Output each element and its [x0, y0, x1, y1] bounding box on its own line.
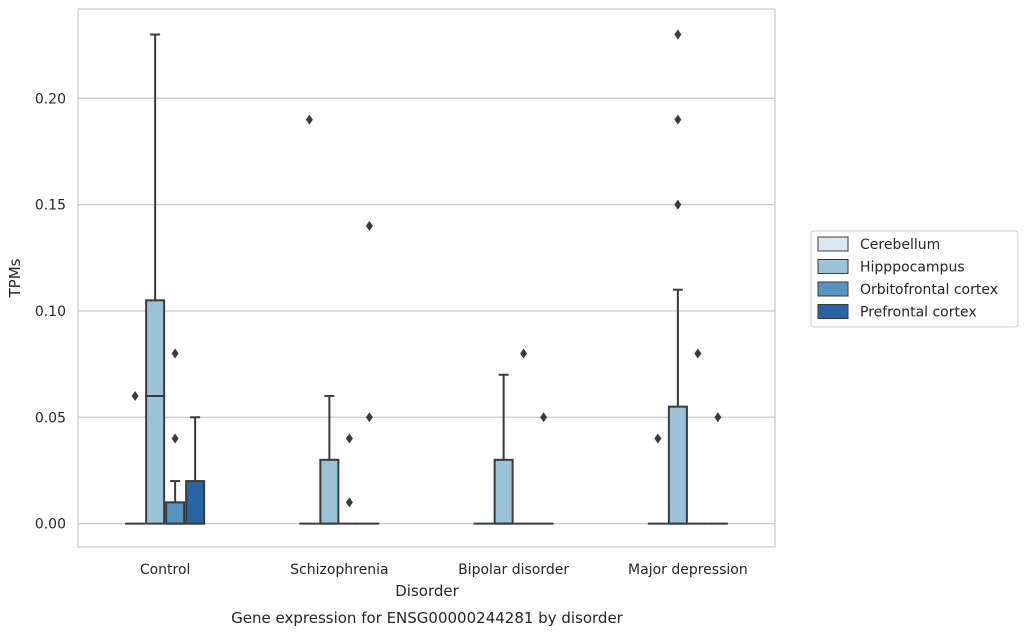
- outlier-point: [171, 348, 179, 359]
- box: [145, 33, 166, 525]
- legend-label: Orbitofrontal cortex: [860, 282, 998, 298]
- box: [707, 412, 728, 525]
- legend-item: Orbitofrontal cortex: [817, 281, 998, 298]
- outlier-point: [365, 412, 373, 423]
- outlier-point: [674, 199, 682, 210]
- outlier-point: [171, 433, 179, 444]
- box-body: [493, 458, 514, 525]
- box: [647, 433, 668, 525]
- box-body: [145, 299, 166, 525]
- legend-label: Cerebellum: [860, 237, 940, 253]
- x-tick-label: Major depression: [628, 562, 748, 578]
- y-tick-label: 0.00: [35, 517, 66, 533]
- y-tick-label: 0.15: [35, 198, 66, 214]
- box: [319, 395, 340, 525]
- box: [493, 373, 514, 525]
- box: [533, 412, 554, 525]
- x-tick-label: Schizophrenia: [290, 562, 388, 578]
- outlier-point: [654, 433, 662, 444]
- box: [339, 433, 360, 525]
- outlier-point: [674, 29, 682, 40]
- box: [125, 391, 146, 525]
- box: [299, 114, 320, 525]
- box-series: [125, 29, 728, 525]
- y-tick-label: 0.05: [35, 410, 66, 426]
- legend-swatch: [817, 281, 849, 297]
- y-axis-ticks: 0.00 0.05 0.10 0.15 0.20: [35, 91, 66, 532]
- legend-item: Hipppocampus: [817, 259, 965, 276]
- outlier-point: [305, 114, 313, 125]
- outlier-point: [345, 497, 353, 508]
- legend-swatch: [817, 259, 849, 274]
- box: [359, 220, 380, 525]
- legend-item: Prefrontal cortex: [817, 304, 977, 321]
- outlier-point: [694, 348, 702, 359]
- box-body: [185, 480, 206, 525]
- legend-label: Prefrontal cortex: [860, 305, 977, 321]
- box-group: [473, 348, 554, 525]
- box-group: [299, 114, 380, 525]
- x-tick-label: Control: [140, 562, 191, 578]
- legend-swatch: [817, 236, 849, 252]
- x-axis-title: Disorder: [395, 582, 459, 600]
- box-group: [647, 29, 728, 525]
- box-body: [667, 405, 688, 525]
- box: [165, 348, 186, 525]
- box-group: [125, 33, 206, 525]
- box: [185, 416, 206, 525]
- legend-label: Hipppocampus: [860, 260, 965, 276]
- box: [687, 348, 708, 525]
- y-axis-title: TPMs: [6, 258, 24, 298]
- box: [667, 29, 688, 525]
- outlier-point: [714, 412, 722, 423]
- outlier-point: [520, 348, 528, 359]
- outlier-point: [365, 220, 373, 231]
- y-tick-label: 0.10: [35, 304, 66, 320]
- outlier-point: [540, 412, 548, 423]
- x-axis-ticks: Control Schizophrenia Bipolar disorder Majo…: [140, 562, 748, 578]
- legend-frame: [810, 230, 1019, 328]
- box-body: [319, 458, 340, 525]
- legend: Cerebellum Hipppocampus Orbitofrontal cort…: [810, 230, 1019, 328]
- outlier-point: [131, 391, 139, 402]
- box-body: [165, 501, 186, 525]
- y-tick-label: 0.20: [35, 91, 66, 107]
- chart-caption: Gene expression for ENSG00000244281 by d…: [231, 609, 624, 627]
- legend-swatch: [817, 304, 849, 319]
- box: [513, 348, 534, 525]
- legend-item: Cerebellum: [817, 236, 940, 253]
- x-tick-label: Bipolar disorder: [458, 562, 569, 578]
- outlier-point: [674, 114, 682, 125]
- outlier-point: [345, 433, 353, 444]
- plot-frame: [77, 8, 776, 548]
